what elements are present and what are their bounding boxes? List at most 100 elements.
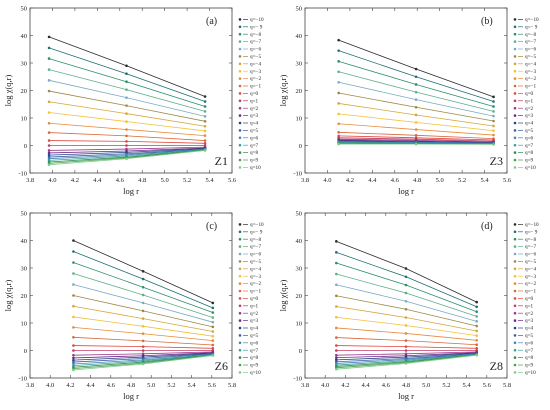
series-line (336, 284, 477, 322)
x-tick-label: 4.8 (413, 177, 421, 184)
data-point (335, 283, 338, 287)
legend-label: q=9 (525, 363, 534, 369)
data-point (141, 270, 145, 273)
data-point (404, 275, 408, 279)
data-point (125, 134, 128, 138)
legend-label: q=6 (525, 340, 534, 346)
legend-label: q=8 (525, 355, 534, 361)
legend-label: q=2 (250, 106, 259, 112)
series-7 (47, 111, 207, 133)
legend-label: q=1 (525, 98, 534, 104)
data-point (125, 80, 128, 83)
legend-marker (238, 25, 242, 29)
y-tick-label: 50 (21, 5, 28, 12)
legend-label: q=−2 (250, 281, 261, 287)
legend-marker (238, 92, 242, 95)
legend-marker (238, 69, 242, 73)
data-point (125, 128, 128, 131)
data-point (211, 330, 215, 333)
series-20 (335, 353, 478, 371)
series-2 (47, 57, 207, 108)
y-tick-label: 20 (296, 88, 303, 95)
y-tick-label: 10 (296, 320, 303, 327)
legend-marker (238, 18, 242, 21)
legend-marker (238, 356, 242, 359)
legend-marker (513, 136, 517, 140)
legend-label: q=5 (250, 333, 259, 339)
panel-b: 3.8 4.0 4.2 4.4 4.6 4.8 5.0 5.2 5.4 5.6 -10 0 10 20 30… (278, 5, 539, 196)
legend-marker (513, 289, 517, 293)
data-point (47, 46, 51, 50)
data-point (335, 272, 338, 276)
legend-label: q=4 (250, 121, 259, 127)
legend-marker (238, 282, 242, 285)
legend-marker (513, 47, 517, 51)
x-tick-label: 4.4 (368, 177, 377, 184)
legend-marker (513, 371, 517, 374)
legend-marker (238, 121, 242, 125)
legend-label: q=4 (250, 326, 259, 332)
legend-marker (238, 223, 242, 226)
data-point (72, 344, 75, 347)
legend-label: q=4 (525, 326, 534, 332)
legend-label: q=7 (525, 143, 534, 149)
data-point (475, 334, 478, 337)
series-20 (47, 149, 207, 167)
legend-marker (513, 114, 517, 117)
data-point (141, 345, 145, 348)
legend-marker (238, 319, 242, 322)
data-point (47, 139, 51, 142)
series-0 (337, 38, 495, 99)
x-tick-label: 4.2 (66, 382, 74, 389)
legend-label: q=0 (250, 91, 259, 97)
data-point (203, 129, 207, 133)
legend-marker (513, 341, 517, 345)
legend-marker (513, 69, 517, 73)
data-point (72, 261, 75, 264)
legend-label: q=7 (250, 143, 259, 149)
legend-label: q=−1 (525, 84, 536, 90)
y-tick-label: 10 (21, 320, 28, 327)
legend-marker (238, 311, 242, 315)
legend-marker (513, 84, 517, 88)
data-point (337, 91, 340, 95)
data-point (337, 122, 340, 126)
legend-label: q=0 (250, 296, 259, 302)
x-tick-label: 5.2 (183, 177, 191, 184)
panel-tag: (d) (481, 221, 493, 232)
data-point (211, 347, 215, 350)
legend-label: q=4 (525, 121, 534, 127)
y-tick-label: -10 (18, 170, 27, 177)
x-axis-title: log r (398, 186, 414, 196)
x-tick-label: 5.0 (147, 382, 155, 389)
series-3 (335, 272, 478, 318)
legend-label: q=2 (250, 311, 259, 317)
legend-marker (513, 334, 517, 337)
sample-name: Z3 (490, 154, 503, 168)
x-tick-label: 4.4 (87, 382, 96, 389)
legend-label: q=− 9 (525, 229, 538, 235)
data-point (141, 317, 145, 320)
legend-label: q=−5 (250, 259, 261, 265)
legend-label: q=9 (250, 363, 259, 369)
data-point (72, 239, 75, 242)
data-point (337, 70, 340, 74)
data-point (414, 98, 418, 101)
x-tick-label: 3.8 (26, 177, 34, 184)
legend-marker (238, 348, 242, 352)
legend-marker (238, 245, 242, 248)
x-axis-title: log r (398, 391, 414, 401)
legend-label: q=−10 (525, 222, 539, 228)
y-tick-label: 0 (24, 348, 27, 355)
legend-marker (238, 129, 242, 132)
x-tick-label: 5.8 (503, 382, 511, 389)
data-point (414, 113, 418, 117)
legend-marker (238, 267, 242, 271)
x-tick-label: 5.2 (167, 382, 175, 389)
legend-label: q=3 (525, 113, 534, 119)
data-point (211, 354, 215, 357)
legend-label: q=−4 (250, 61, 261, 67)
data-point (125, 72, 128, 76)
series-1 (337, 49, 495, 103)
data-point (404, 283, 408, 287)
